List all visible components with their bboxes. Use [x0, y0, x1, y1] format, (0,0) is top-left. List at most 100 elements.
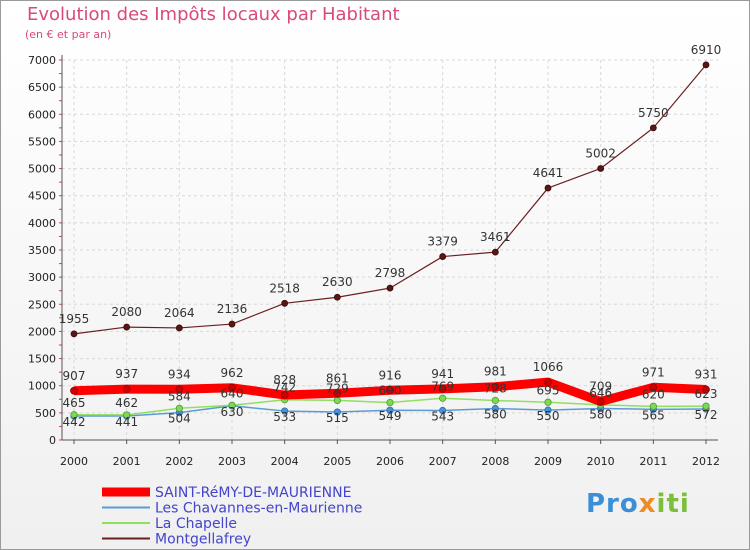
data-point-saint_remy	[228, 383, 236, 392]
data-point-saint_remy	[122, 385, 131, 394]
data-label-chavannes: 515	[326, 411, 349, 425]
y-tick-label: 5000	[28, 163, 56, 176]
data-point-chavannes	[544, 406, 552, 414]
data-point-la_chapelle	[333, 396, 341, 405]
data-point-saint_remy	[386, 386, 394, 395]
y-tick-label: 500	[35, 407, 56, 420]
data-label-la_chapelle: 640	[221, 386, 244, 400]
data-label-la_chapelle: 742	[273, 381, 296, 395]
x-tick-label: 2002	[165, 455, 193, 468]
data-label-saint_remy: 941	[431, 367, 454, 381]
data-point-montgellafrey	[702, 61, 710, 69]
data-label-chavannes: 441	[115, 415, 138, 429]
data-label-chavannes: 549	[379, 409, 402, 423]
legend-label-montgellafrey: Montgellafrey	[155, 532, 251, 548]
data-point-la_chapelle	[544, 398, 552, 406]
data-label-chavannes: 543	[431, 410, 454, 424]
data-point-saint_remy	[175, 385, 184, 394]
data-label-saint_remy: 971	[642, 365, 665, 379]
chart-subtitle: (en € et par an)	[25, 28, 112, 41]
y-tick-label: 1000	[28, 380, 56, 393]
data-label-chavannes: 504	[168, 412, 191, 426]
data-point-montgellafrey	[175, 324, 183, 332]
data-point-la_chapelle	[491, 396, 499, 405]
data-label-la_chapelle: 646	[589, 386, 612, 400]
data-label-montgellafrey: 5750	[638, 106, 669, 120]
data-point-saint_remy	[70, 386, 78, 395]
data-label-montgellafrey: 6910	[691, 43, 722, 57]
data-label-la_chapelle: 728	[484, 381, 507, 395]
data-label-chavannes: 533	[273, 410, 296, 424]
data-point-saint_remy	[491, 382, 500, 391]
data-label-montgellafrey: 2136	[217, 302, 248, 316]
y-tick-label: 6500	[28, 81, 56, 94]
x-tick-label: 2001	[113, 455, 141, 468]
data-label-chavannes: 572	[695, 408, 718, 422]
y-tick-label: 6000	[28, 108, 56, 121]
data-label-chavannes: 442	[63, 415, 86, 429]
data-label-la_chapelle: 623	[695, 387, 718, 401]
y-tick-label: 3500	[28, 244, 56, 257]
data-point-montgellafrey	[70, 330, 78, 338]
data-point-montgellafrey	[439, 253, 447, 260]
legend-label-la_chapelle: La Chapelle	[155, 516, 237, 532]
x-tick-label: 2008	[481, 455, 509, 468]
data-label-saint_remy: 916	[379, 368, 402, 382]
data-label-montgellafrey: 2064	[164, 306, 195, 320]
data-label-saint_remy: 934	[168, 367, 191, 381]
data-point-la_chapelle	[70, 411, 78, 419]
data-point-chavannes	[439, 406, 447, 415]
x-tick-label: 2009	[534, 455, 562, 468]
data-point-saint_remy	[596, 397, 605, 406]
data-label-saint_remy: 828	[273, 373, 296, 387]
data-point-montgellafrey	[597, 165, 605, 172]
data-label-saint_remy: 709	[589, 380, 612, 394]
data-label-saint_remy: 962	[221, 366, 244, 380]
data-label-la_chapelle: 620	[642, 387, 665, 401]
data-label-montgellafrey: 1955	[59, 312, 90, 326]
data-point-montgellafrey	[649, 124, 657, 132]
data-label-saint_remy: 937	[115, 367, 138, 381]
data-label-montgellafrey: 2080	[111, 305, 142, 319]
data-point-montgellafrey	[386, 284, 394, 292]
data-point-saint_remy	[438, 385, 447, 393]
x-tick-label: 2010	[587, 455, 615, 468]
data-label-la_chapelle: 769	[431, 379, 454, 393]
legend-label-saint_remy: SAINT-RéMY-DE-MAURIENNE	[155, 485, 351, 501]
data-label-montgellafrey: 5002	[585, 146, 616, 160]
x-tick-label: 2007	[429, 455, 457, 468]
data-label-montgellafrey: 2518	[269, 281, 300, 295]
data-label-chavannes: 565	[642, 408, 665, 422]
data-point-saint_remy	[544, 378, 552, 387]
data-point-montgellafrey	[544, 184, 552, 192]
data-point-montgellafrey	[228, 320, 236, 328]
data-label-chavannes: 580	[589, 408, 612, 422]
x-tick-label: 2004	[271, 455, 299, 468]
data-label-saint_remy: 861	[326, 371, 349, 385]
data-label-la_chapelle: 465	[63, 396, 86, 410]
x-tick-label: 2012	[692, 455, 720, 468]
data-label-la_chapelle: 729	[326, 381, 349, 395]
y-tick-label: 4500	[28, 190, 56, 203]
data-label-chavannes: 580	[484, 408, 507, 422]
data-point-saint_remy	[333, 389, 342, 398]
data-point-montgellafrey	[123, 323, 131, 331]
data-label-chavannes: 550	[537, 409, 560, 423]
data-point-montgellafrey	[281, 299, 289, 307]
data-point-chavannes	[491, 404, 499, 413]
data-point-la_chapelle	[386, 398, 394, 407]
y-tick-label: 3000	[28, 271, 56, 284]
data-point-la_chapelle	[175, 404, 183, 412]
y-tick-label: 7000	[28, 54, 56, 67]
chart-title: Evolution des Impôts locaux par Habitant	[27, 4, 400, 25]
data-point-saint_remy	[280, 391, 289, 399]
data-label-saint_remy: 907	[63, 369, 86, 383]
y-tick-label: 2000	[28, 325, 56, 338]
data-label-montgellafrey: 2798	[375, 266, 406, 280]
x-tick-label: 2005	[323, 455, 351, 468]
x-tick-label: 2011	[639, 455, 667, 468]
y-tick-label: 4000	[28, 217, 56, 230]
y-tick-label: 2500	[28, 298, 56, 311]
y-tick-label: 0	[49, 434, 56, 447]
